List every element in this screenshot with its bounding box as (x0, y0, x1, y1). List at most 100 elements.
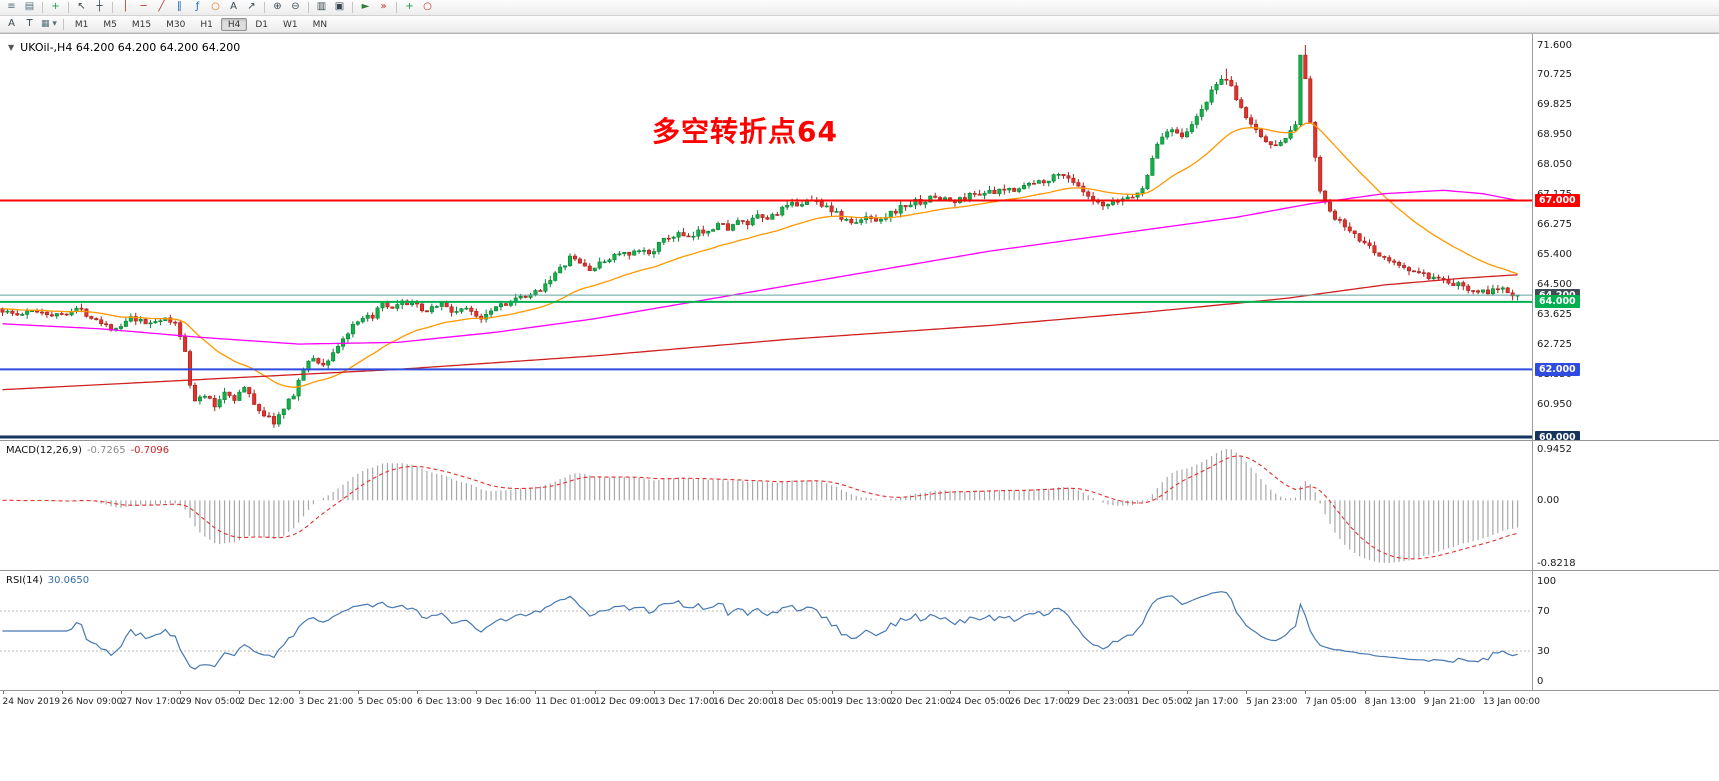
price-grid-label: 71.600 (1537, 39, 1572, 51)
rsi-name: RSI(14) (6, 575, 43, 586)
time-label: 13 Jan 00:00 (1483, 697, 1540, 707)
time-tick (239, 691, 241, 694)
macd-label: MACD(12,26,9) -0.7265 -0.7096 (6, 445, 169, 456)
time-label: 13 Dec 17:00 (653, 697, 715, 707)
ma-slow-line (2, 274, 1518, 391)
price-axis[interactable]: 71.60070.72569.82568.95068.05067.17566.2… (1532, 34, 1719, 444)
time-tick (1068, 691, 1070, 694)
cursor-icon[interactable]: ↖ (77, 1, 86, 12)
toolbar-separator (62, 18, 64, 30)
chart-collapse-icon[interactable]: ▼ (8, 43, 15, 52)
time-tick (772, 691, 774, 694)
toolbar-separator (308, 2, 309, 13)
market-watch-icon[interactable]: ≡ (7, 1, 16, 12)
macd-axis-min: -0.8218 (1537, 557, 1576, 569)
style-dropdown[interactable]: ▦ ▾ (41, 19, 57, 29)
new-order-icon[interactable]: + (51, 1, 60, 12)
time-label: 2 Jan 17:00 (1186, 697, 1239, 707)
timeframe-toolbar: A T ▦ ▾ M1 M5 M15 M30 H1 H4 D1 W1 MN (0, 16, 1719, 33)
level-lines-layer (0, 199, 1532, 439)
time-label: 24 Nov 2019 (2, 697, 61, 707)
timeframe-button-m5[interactable]: M5 (103, 19, 117, 30)
timeframe-button-w1[interactable]: W1 (282, 19, 298, 30)
timeframe-button-h4[interactable]: H4 (220, 17, 248, 31)
price-level-label-64.000: 64.000 (1535, 295, 1580, 309)
zoom-in-icon[interactable]: ⊕ (273, 1, 282, 12)
price-chart-canvas[interactable] (0, 34, 1719, 441)
chart-annotation: 多空转折点64 (652, 115, 838, 148)
timeframe-button-m1[interactable]: M1 (74, 19, 89, 30)
macd-canvas[interactable] (0, 441, 1719, 571)
time-tick (1423, 691, 1425, 694)
time-label: 20 Dec 21:00 (890, 697, 952, 707)
toolbar-separator (264, 2, 265, 13)
macd-axis[interactable]: 0.9452 0.00 -0.8218 (1532, 441, 1719, 570)
horizontal-line-icon[interactable]: ─ (140, 1, 147, 12)
time-tick (950, 691, 952, 694)
shapes-icon[interactable]: ○ (211, 1, 220, 12)
timeframe-button-d1[interactable]: D1 (255, 19, 268, 30)
timeframe-button-m15[interactable]: M15 (131, 19, 152, 30)
timeframe-button-m30[interactable]: M30 (166, 19, 186, 30)
time-label: 11 Dec 01:00 (535, 697, 597, 707)
font-tool-icon[interactable]: A (8, 17, 15, 29)
rsi-axis-70: 70 (1537, 605, 1550, 617)
new-chart-icon[interactable]: ▤ (24, 1, 35, 12)
time-tick (357, 691, 359, 694)
rsi-axis[interactable]: 100 70 30 0 (1532, 571, 1719, 690)
time-label: 29 Dec 23:00 (1068, 697, 1129, 707)
rsi-canvas[interactable] (0, 571, 1719, 691)
time-tick (594, 691, 596, 694)
trendline-icon[interactable]: ╱ (158, 1, 165, 12)
time-tick (180, 691, 182, 694)
tile-windows-icon[interactable]: ▥ (316, 1, 327, 12)
time-label: 5 Dec 05:00 (357, 697, 413, 707)
alerts-icon[interactable]: ○ (423, 1, 432, 12)
time-label: 5 Jan 23:00 (1246, 697, 1298, 707)
auto-scroll-icon[interactable]: ► (361, 1, 370, 12)
macd-axis-max: 0.9452 (1537, 443, 1572, 455)
chart-shift-icon[interactable]: » (380, 1, 387, 12)
time-tick (120, 691, 122, 694)
timeframe-button-h1[interactable]: H1 (200, 19, 213, 30)
zoom-out-icon[interactable]: ⊖ (291, 1, 300, 12)
time-label: 9 Jan 21:00 (1423, 697, 1476, 707)
arrow-object-icon[interactable]: ↗ (247, 1, 256, 12)
macd-panel: MACD(12,26,9) -0.7265 -0.7096 0.9452 0.00 -0… (0, 440, 1719, 570)
time-tick (61, 691, 63, 694)
time-tick (535, 691, 537, 694)
time-label: 29 Nov 05:00 (180, 697, 241, 707)
time-tick (417, 691, 419, 694)
macd-signal-value: -0.7096 (130, 445, 170, 456)
time-label: 24 Dec 05:00 (950, 697, 1011, 707)
price-grid-label: 68.950 (1537, 129, 1572, 141)
text-label-icon[interactable]: A (230, 1, 237, 12)
channel-icon[interactable]: ∥ (177, 1, 182, 12)
time-tick (653, 691, 655, 694)
time-tick (1127, 691, 1129, 694)
toolbar-separator (68, 2, 69, 13)
time-tick (476, 691, 478, 694)
chart-title: ▼ UKOil-,H4 64.200 64.200 64.200 64.200 (8, 41, 240, 54)
ma-mid-line (2, 189, 1518, 345)
price-grid-label: 60.950 (1537, 399, 1572, 411)
price-grid-label: 64.500 (1537, 279, 1572, 291)
time-tick (831, 691, 833, 694)
vertical-line-icon[interactable]: │ (122, 1, 129, 12)
cascade-windows-icon[interactable]: ▣ (334, 1, 345, 12)
price-grid-label: 69.825 (1537, 99, 1572, 111)
time-axis[interactable]: 24 Nov 2019 26 Nov 09:00 27 Nov 17:00 29 No… (0, 690, 1719, 716)
price-grid-label: 66.275 (1537, 219, 1572, 231)
time-tick (1246, 691, 1248, 694)
toolbar-separator (42, 2, 43, 13)
fibonacci-icon[interactable]: ƒ (195, 1, 200, 12)
rsi-axis-0: 0 (1537, 675, 1544, 687)
indicators-add-icon[interactable]: + (405, 1, 414, 12)
price-grid-label: 65.400 (1537, 249, 1572, 261)
text-tool-icon[interactable]: T (26, 17, 33, 29)
time-label: 26 Dec 17:00 (1009, 697, 1070, 707)
ma-fast-line (2, 122, 1518, 388)
price-level-label-62.000: 62.000 (1535, 362, 1580, 376)
crosshair-icon[interactable]: ┼ (96, 1, 103, 12)
timeframe-button-mn[interactable]: MN (312, 19, 328, 30)
